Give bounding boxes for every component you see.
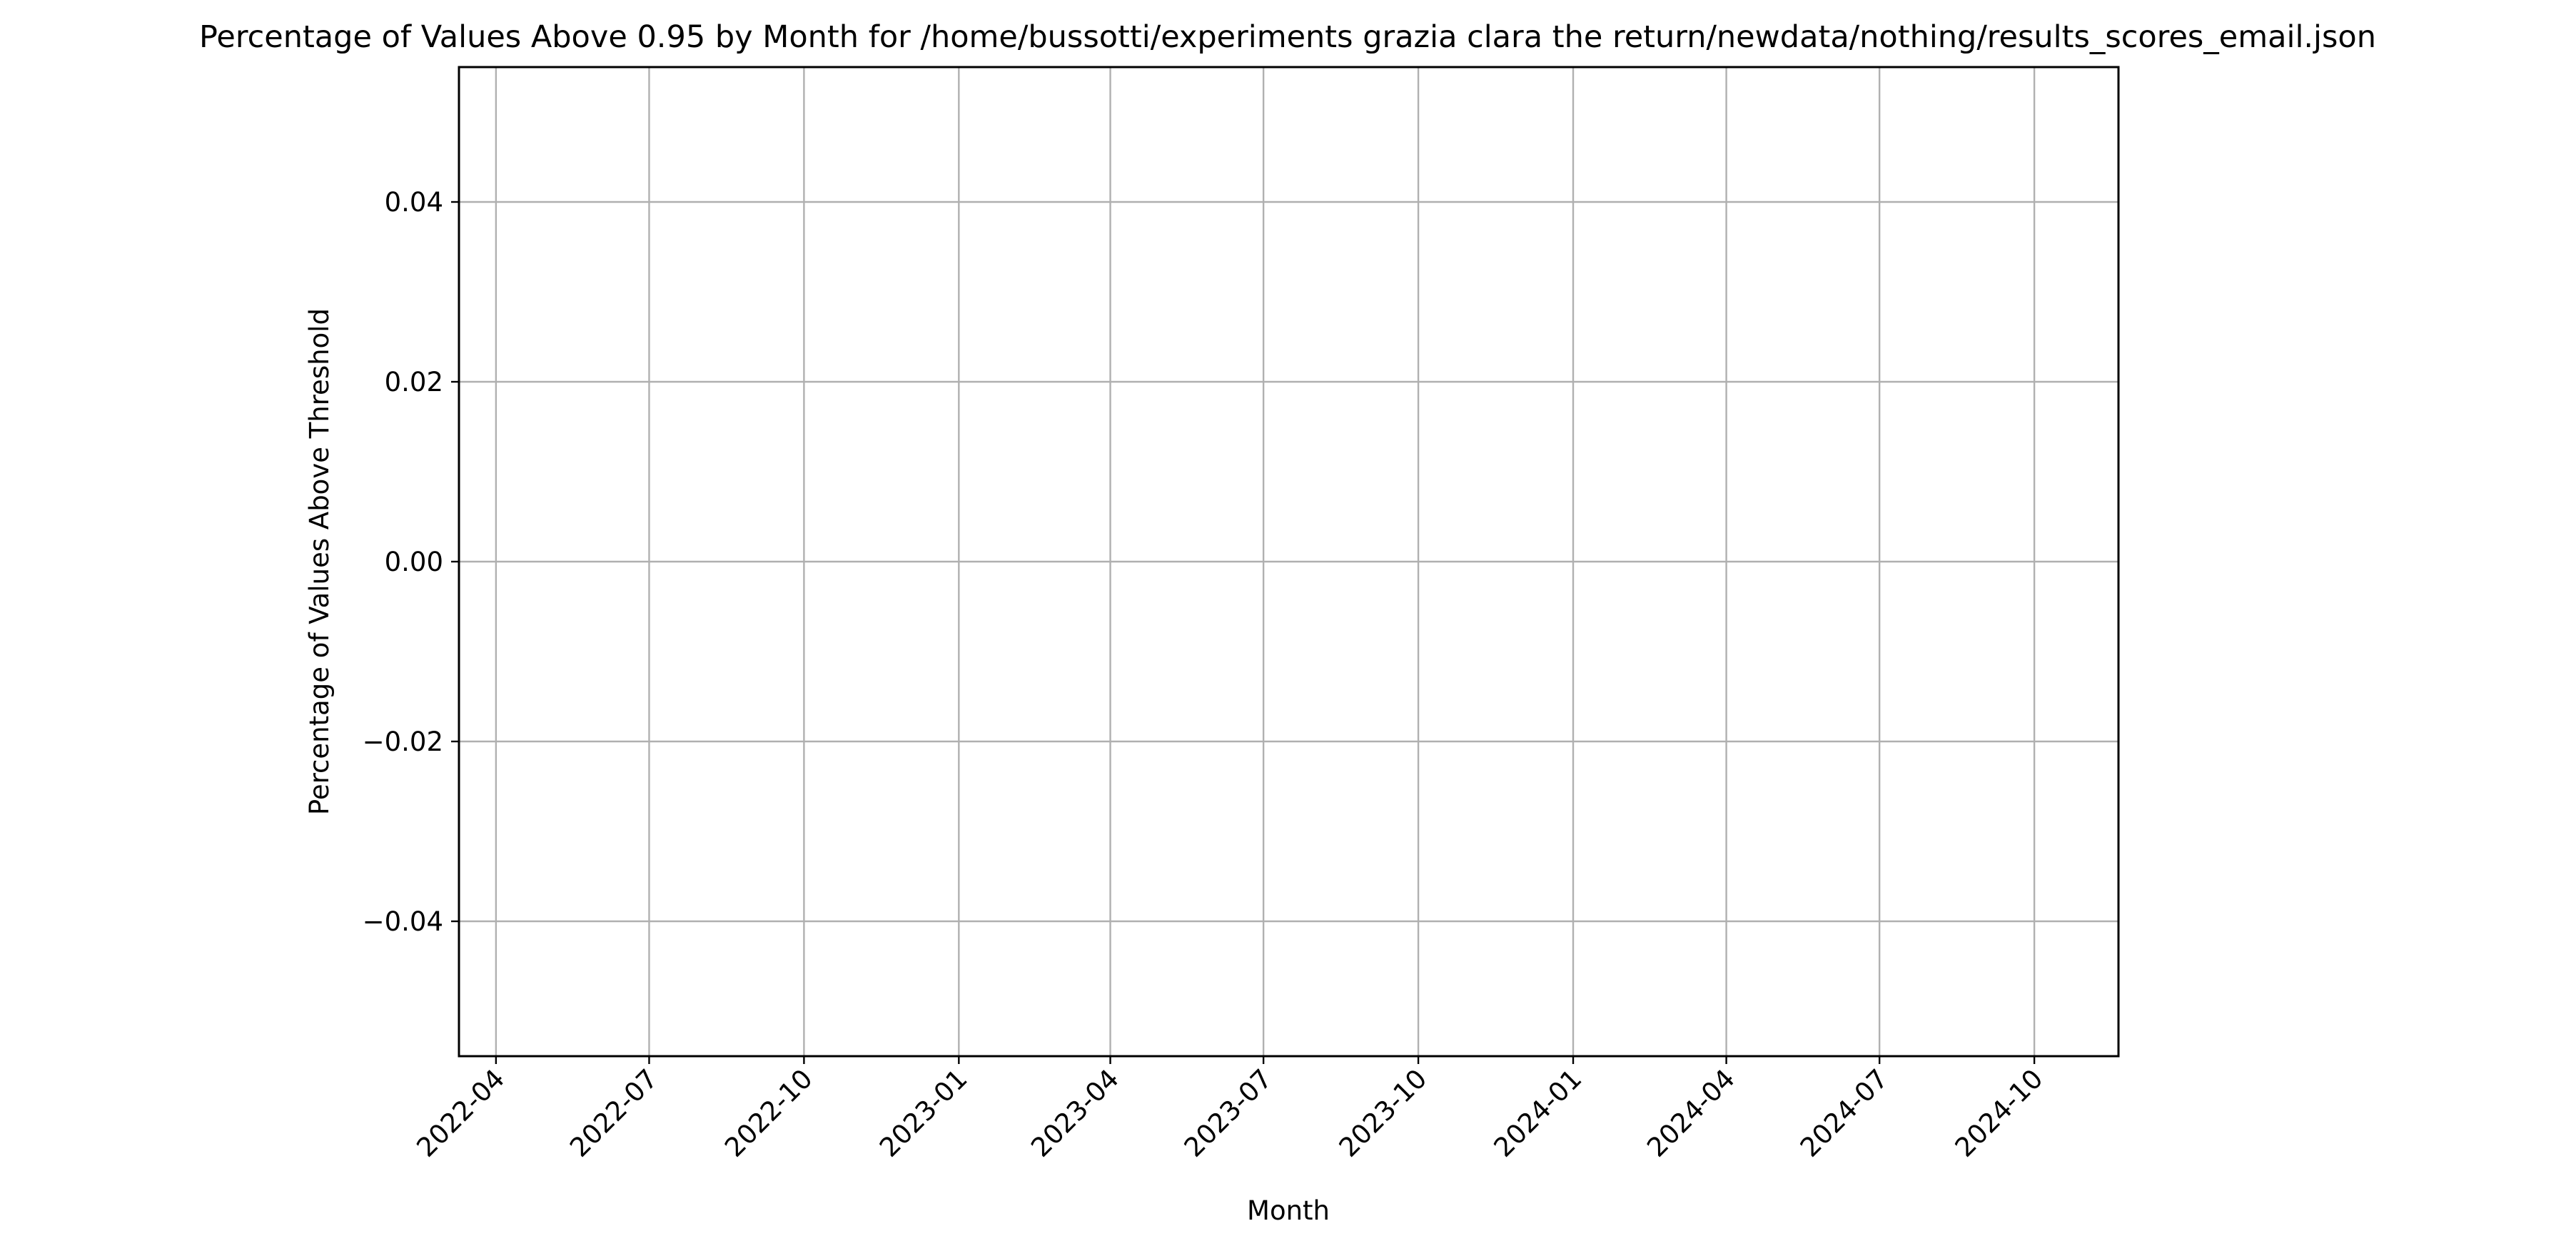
y-tick-label: 0.02 [385,367,443,397]
y-tick-label: 0.04 [385,187,443,218]
y-axis-label: Percentage of Values Above Threshold [304,308,335,815]
chart-title: Percentage of Values Above 0.95 by Month… [199,19,2376,55]
y-tick-label: −0.02 [363,726,443,757]
y-tick-label: 0.00 [385,547,443,577]
x-axis-label: Month [1247,1195,1330,1226]
y-tick-label: −0.04 [363,906,443,937]
grid [459,67,2118,1056]
y-axis: 0.04 0.02 0.00 −0.02 −0.04 [363,187,459,937]
